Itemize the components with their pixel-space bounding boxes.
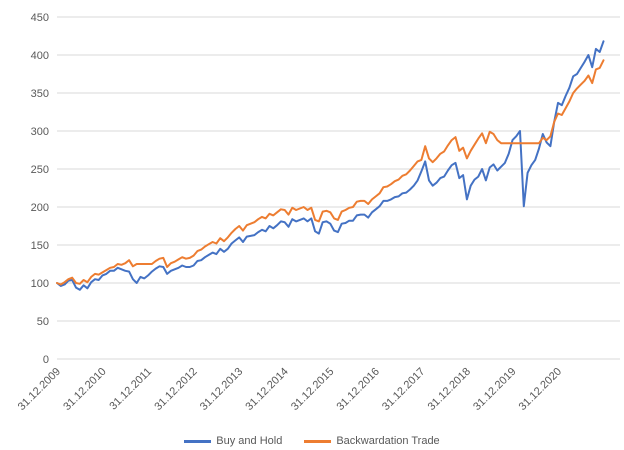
y-axis-tick-label: 200 — [31, 202, 49, 214]
y-axis-tick-label: 100 — [31, 278, 49, 290]
y-axis-tick-label: 0 — [43, 354, 49, 366]
x-axis-tick-label: 31.12.2019 — [471, 366, 518, 413]
legend: Buy and Hold Backwardation Trade — [0, 435, 624, 447]
x-axis-tick-label: 31.12.2010 — [61, 366, 108, 413]
y-axis-tick-label: 150 — [31, 240, 49, 252]
y-axis-tick-label: 350 — [31, 88, 49, 100]
x-axis-tick-label: 31.12.2020 — [517, 366, 564, 413]
x-axis-tick-label: 31.12.2014 — [243, 366, 290, 413]
y-axis-tick-label: 250 — [31, 164, 49, 176]
x-axis-tick-label: 31.12.2018 — [426, 366, 473, 413]
x-axis-tick-label: 31.12.2013 — [198, 366, 245, 413]
x-axis-tick-label: 31.12.2012 — [152, 366, 199, 413]
x-axis-tick-label: 31.12.2016 — [335, 366, 382, 413]
series-line-buy-and-hold — [56, 40, 605, 291]
y-axis-tick-label: 300 — [31, 126, 49, 138]
legend-swatch-backwardation-trade — [304, 439, 332, 443]
legend-label-buy-and-hold: Buy and Hold — [216, 435, 283, 447]
legend-label-backwardation-trade: Backwardation Trade — [336, 435, 440, 447]
legend-item-backwardation-trade: Backwardation Trade — [304, 435, 440, 447]
series-line-backwardation-trade — [56, 59, 605, 286]
x-axis-tick-label: 31.12.2011 — [107, 366, 154, 413]
x-axis-tick-label: 31.12.2015 — [289, 366, 336, 413]
x-axis-tick-label: 31.12.2009 — [16, 366, 63, 413]
y-axis-tick-label: 50 — [37, 316, 49, 328]
y-axis-tick-label: 400 — [31, 50, 49, 62]
legend-item-buy-and-hold: Buy and Hold — [184, 435, 282, 447]
legend-swatch-buy-and-hold — [184, 439, 212, 443]
x-axis-tick-label: 31.12.2017 — [380, 366, 427, 413]
y-axis-tick-label: 450 — [31, 12, 49, 24]
